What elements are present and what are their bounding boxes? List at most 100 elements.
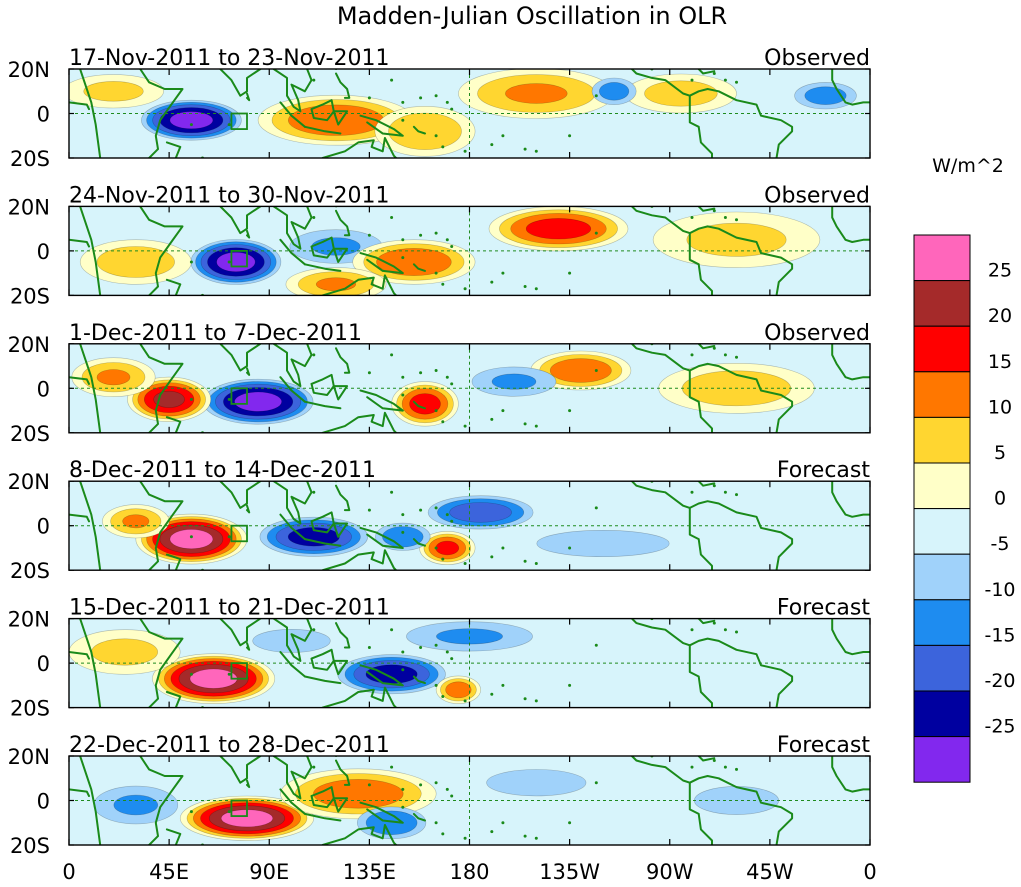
island-dot — [441, 832, 445, 836]
anomaly-field — [69, 481, 870, 571]
island-dot — [523, 422, 527, 426]
anomaly-contour — [686, 222, 787, 257]
panel-status-label: Observed — [764, 46, 870, 71]
x-tick-label: 45E — [149, 860, 189, 884]
coastline — [335, 72, 351, 99]
island-dot — [594, 781, 598, 785]
x-tick-label: 90W — [646, 860, 694, 884]
island-dot — [501, 546, 505, 550]
island-dot — [735, 493, 738, 497]
island-dot — [367, 508, 371, 512]
island-dot — [367, 646, 371, 649]
island-dot — [723, 78, 727, 82]
island-dot — [419, 371, 423, 375]
island-dot — [401, 513, 405, 517]
colorbar-label: -20 — [984, 670, 1015, 692]
island-dot — [735, 218, 738, 222]
coastline — [321, 549, 398, 571]
coastline — [219, 69, 262, 97]
reference-box — [230, 249, 248, 268]
coastline — [412, 263, 426, 272]
island-dot — [189, 260, 193, 264]
coastline — [335, 484, 351, 512]
island-dot — [723, 216, 727, 219]
island-dot — [189, 535, 193, 539]
island-dot — [490, 280, 494, 284]
colorbar-box — [913, 736, 971, 783]
island-dot — [463, 424, 467, 428]
coastline — [697, 343, 716, 350]
island-dot — [434, 369, 438, 372]
island-dot — [534, 699, 538, 703]
island-dot — [401, 256, 405, 260]
anomaly-contour — [216, 252, 256, 273]
island-dot — [450, 382, 454, 386]
island-dot — [434, 683, 438, 687]
coastline — [246, 92, 251, 102]
island-dot — [723, 490, 727, 494]
island-dot — [419, 783, 423, 787]
island-dot — [594, 94, 598, 98]
y-tick-label: 20N — [8, 608, 50, 632]
panel-5: 20N 0 20S 15-Dec-2011 to 21-Dec-2011 Forecas… — [8, 596, 871, 721]
coastline — [69, 101, 90, 111]
colorbar-label: -10 — [984, 579, 1015, 601]
island-dot — [594, 506, 598, 510]
coastline — [272, 69, 313, 113]
anomaly-contour — [113, 794, 159, 816]
island-dot — [419, 96, 423, 100]
island-dot — [434, 271, 438, 275]
colorbar-box — [913, 690, 971, 738]
y-tick-label: 20S — [10, 697, 50, 721]
island-dot — [690, 490, 694, 494]
island-dot — [227, 810, 231, 814]
island-dot — [189, 397, 193, 401]
anomaly-contour — [234, 391, 283, 412]
island-dot — [463, 287, 467, 291]
coastline — [688, 88, 794, 158]
colorbar-box — [913, 280, 971, 327]
anomaly-contour — [169, 111, 214, 130]
anomaly-contour — [91, 638, 158, 666]
coastline — [165, 828, 182, 845]
island-dot — [450, 794, 454, 798]
anomaly-contour — [153, 390, 185, 408]
anomaly-contour — [449, 502, 512, 523]
coastline — [630, 481, 691, 509]
colorbar-box — [913, 416, 971, 464]
panel-period-label: 22-Dec-2011 to 28-Dec-2011 — [69, 733, 390, 758]
coastline — [630, 756, 691, 784]
island-dot — [594, 369, 598, 372]
anomaly-contour — [376, 248, 452, 276]
coastline — [69, 788, 90, 797]
x-tick-label: 135W — [539, 860, 600, 884]
island-dot — [501, 409, 505, 413]
coastline — [279, 376, 306, 403]
island-dot — [534, 424, 538, 428]
coastline — [332, 797, 349, 813]
island-dot — [441, 695, 445, 698]
island-dot — [390, 216, 394, 219]
coastline — [831, 69, 870, 106]
panel-6: 20N 0 20S 22-Dec-2011 to 28-Dec-2011 Forecas… — [8, 733, 871, 858]
anomaly-contour — [549, 358, 612, 383]
coastline — [688, 94, 713, 158]
island-dot — [723, 353, 727, 357]
island-dot — [735, 355, 738, 359]
panel-1: 20N 0 20S 17-Nov-2011 to 23-Nov-2011 Observe… — [8, 46, 871, 171]
island-dot — [367, 783, 371, 787]
anomaly-contour — [486, 769, 587, 797]
coastline — [321, 137, 398, 158]
island-dot — [227, 123, 231, 127]
island-dot — [390, 628, 394, 632]
coastline — [697, 756, 716, 762]
colorbar-units-label: W/m^2 — [932, 155, 1004, 177]
island-dot — [690, 765, 694, 769]
island-dot — [367, 233, 371, 237]
island-dot — [401, 668, 405, 672]
anomaly-field — [69, 756, 870, 845]
colorbar-box — [913, 234, 971, 282]
island-dot — [390, 78, 394, 82]
island-dot — [227, 535, 231, 539]
coastline — [697, 206, 716, 212]
